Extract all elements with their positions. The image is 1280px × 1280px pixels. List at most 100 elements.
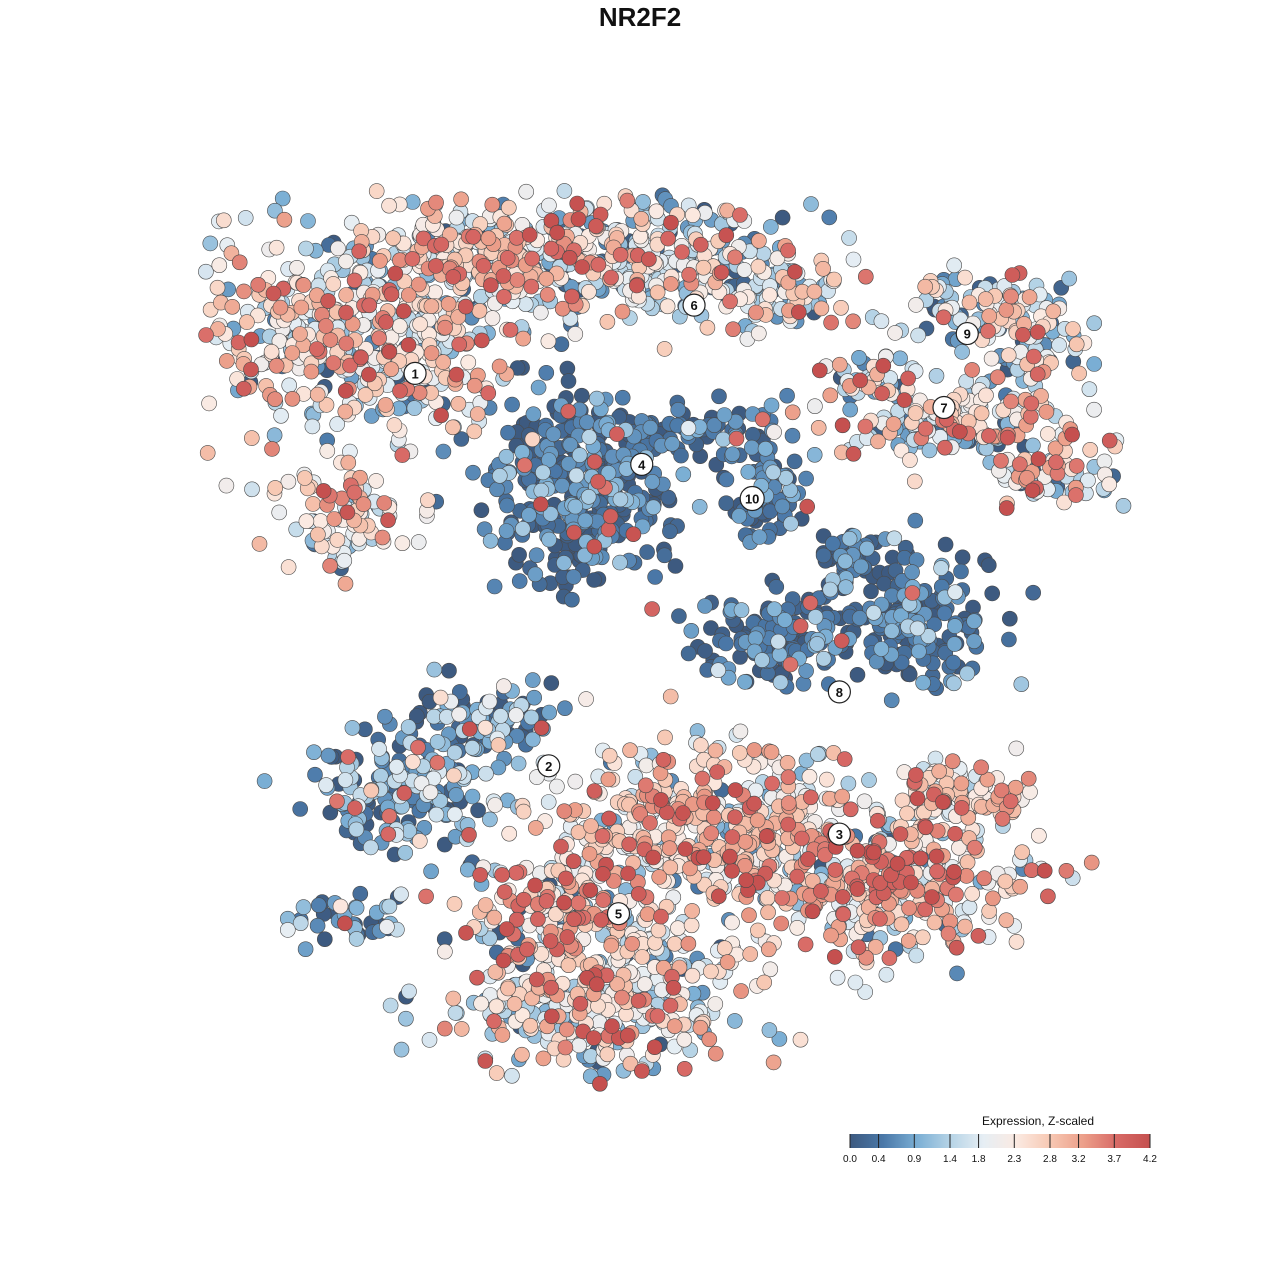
cell-point (394, 535, 411, 552)
cell-point (446, 896, 463, 912)
cell-point (684, 207, 701, 223)
cell-point (567, 773, 584, 790)
cell-point (818, 771, 835, 788)
cell-point (448, 787, 465, 803)
cell-point (885, 416, 902, 432)
cell-point (599, 313, 616, 330)
cell-point (482, 532, 499, 549)
cell-point (494, 1027, 511, 1043)
cell-point (594, 828, 611, 844)
cell-point (815, 260, 831, 277)
cell-point (501, 825, 518, 842)
cell-point (725, 321, 741, 338)
cell-point (504, 396, 520, 413)
cell-point (917, 819, 934, 836)
cell-point (539, 286, 556, 303)
cell-point (900, 370, 916, 387)
cell-point (908, 767, 924, 783)
cell-point (322, 557, 338, 574)
cell-point (527, 820, 544, 836)
cell-point (998, 912, 1015, 929)
cell-point (448, 366, 465, 383)
cell-point (1086, 356, 1102, 372)
cell-point (377, 397, 394, 413)
cell-point (961, 294, 978, 311)
cell-point (305, 496, 321, 512)
cell-point (446, 767, 462, 784)
cell-point (865, 604, 882, 621)
cell-point (827, 862, 844, 878)
cell-point (396, 785, 413, 801)
cell-point (211, 257, 228, 274)
cell-point (622, 742, 638, 759)
cell-point (423, 345, 440, 361)
cell-point (361, 366, 377, 383)
cell-point (201, 395, 217, 412)
cell-point (586, 453, 603, 470)
cell-point (567, 326, 584, 342)
cell-point (779, 387, 795, 404)
colorbar-tick-label: 1.4 (943, 1154, 957, 1165)
cell-point (385, 230, 401, 246)
cell-point (634, 1063, 650, 1079)
cell-point (490, 737, 507, 753)
cell-point (553, 838, 569, 855)
cell-point (538, 893, 555, 909)
cell-point (784, 427, 801, 444)
cell-point (293, 299, 310, 316)
cell-point (404, 251, 421, 267)
cell-point (540, 794, 557, 810)
cell-point (738, 872, 754, 889)
cell-point (266, 427, 283, 444)
cell-point (845, 313, 861, 330)
cell-point (528, 971, 545, 988)
cell-point (361, 297, 378, 314)
cell-point (837, 553, 854, 570)
cell-point (338, 335, 355, 352)
cell-point (887, 325, 903, 341)
cell-point (336, 552, 353, 569)
cell-point (619, 1027, 636, 1044)
cell-point (508, 865, 525, 881)
cell-point (774, 209, 791, 226)
cell-point (861, 772, 877, 788)
cell-point (1003, 393, 1019, 410)
cell-point (901, 666, 918, 683)
cell-point (209, 279, 226, 296)
cell-point (496, 215, 513, 232)
cell-point (953, 800, 970, 816)
cell-point (329, 793, 345, 810)
cell-point (612, 247, 629, 263)
cell-point (368, 473, 384, 489)
cell-point (316, 931, 333, 948)
cell-point (715, 431, 732, 448)
cell-point (477, 719, 494, 736)
cell-point (325, 276, 342, 292)
cell-point (465, 464, 481, 481)
cell-point (786, 453, 803, 470)
cell-point (746, 742, 763, 758)
cell-point (773, 915, 790, 932)
cell-point (1068, 487, 1084, 503)
cell-point (657, 729, 673, 746)
cluster-label-5: 5 (606, 902, 631, 926)
cell-point (382, 997, 399, 1014)
cell-point (1058, 862, 1075, 879)
cell-point (491, 358, 508, 375)
cell-point (1045, 303, 1062, 320)
cell-point (764, 775, 780, 792)
cell-point (724, 914, 740, 931)
cell-point (478, 765, 494, 782)
cell-point (386, 417, 403, 433)
cell-point (983, 350, 1000, 367)
cell-point (766, 601, 783, 618)
cell-point (604, 1018, 620, 1034)
cell-point (900, 933, 917, 949)
cell-point (581, 429, 598, 445)
cell-point (472, 867, 489, 883)
cell-point (759, 890, 776, 906)
cell-point (680, 935, 697, 952)
cell-point (320, 293, 337, 309)
cell-point (742, 946, 759, 962)
cell-point (600, 771, 617, 788)
